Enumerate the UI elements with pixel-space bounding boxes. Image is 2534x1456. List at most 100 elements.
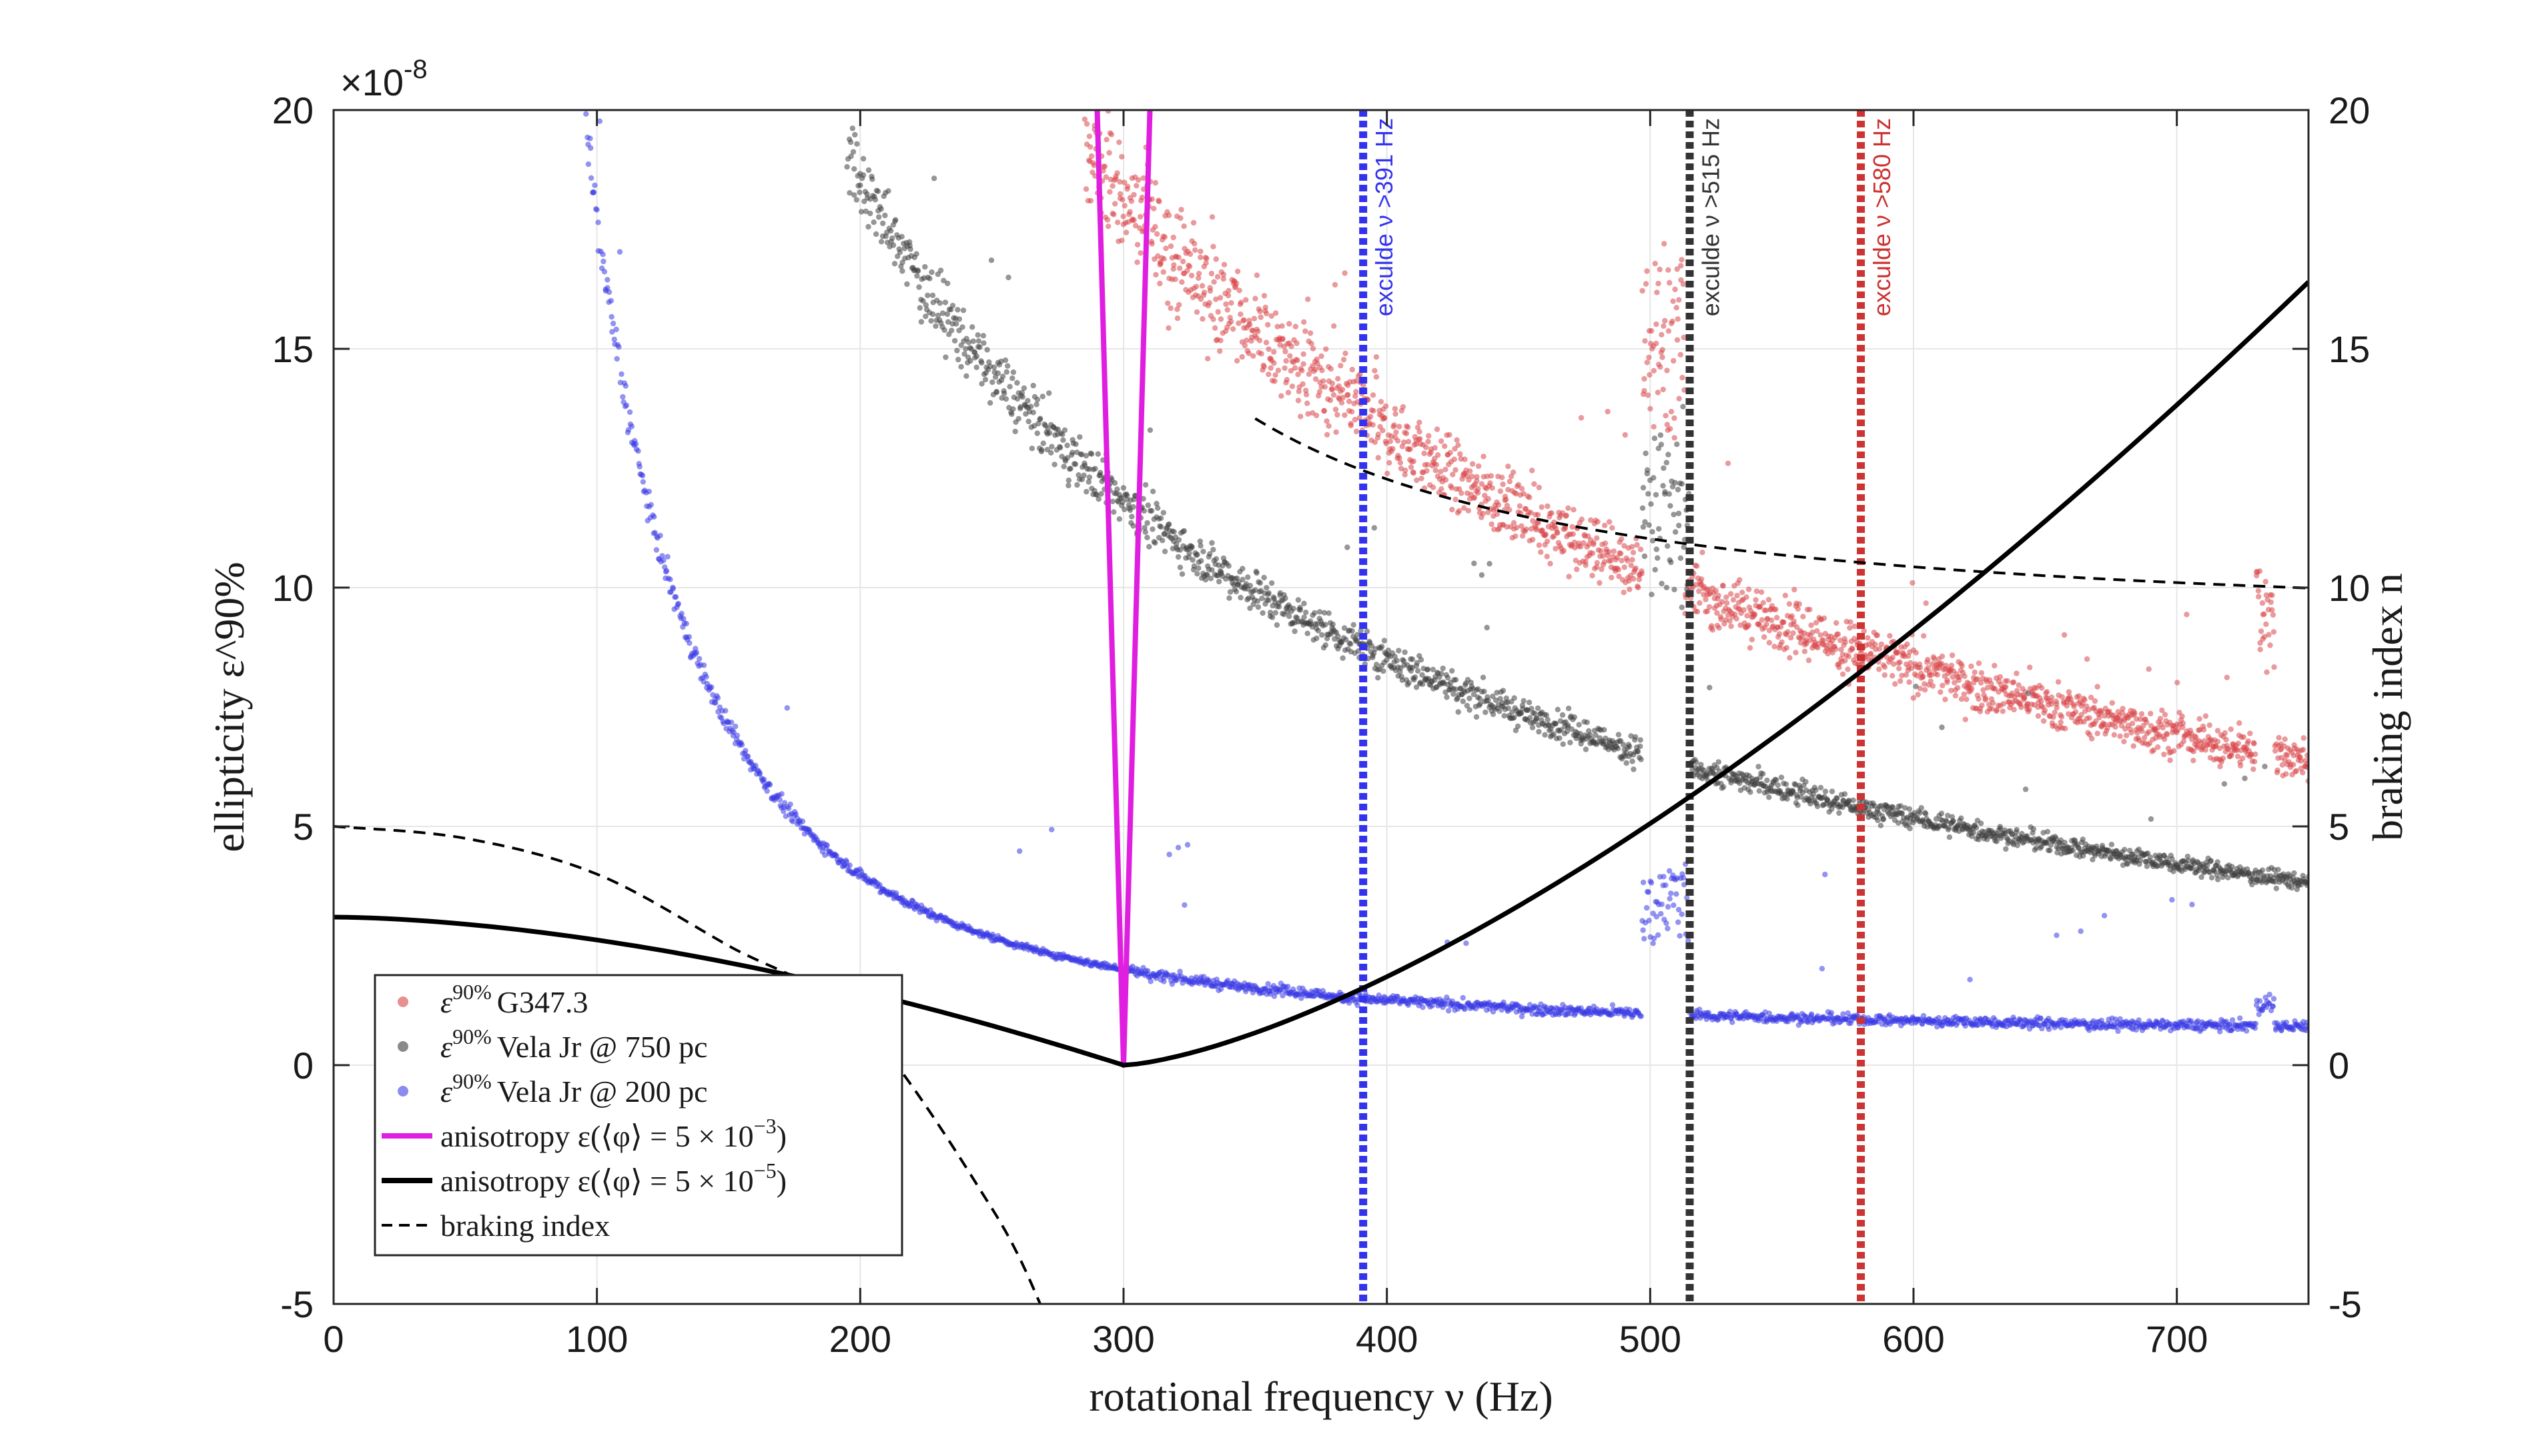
scatter-point bbox=[1227, 589, 1234, 595]
scatter-point bbox=[1120, 499, 1126, 506]
scatter-point bbox=[1978, 680, 1984, 686]
scatter-point bbox=[1907, 826, 1913, 832]
scatter-point bbox=[897, 249, 903, 255]
scatter-point bbox=[1084, 121, 1090, 127]
scatter-point bbox=[1315, 628, 1322, 634]
scatter-point bbox=[1631, 576, 1637, 582]
scatter-point bbox=[1786, 601, 1793, 607]
scatter-point bbox=[1638, 756, 1644, 762]
scatter-point bbox=[1649, 327, 1655, 334]
scatter-point bbox=[1239, 353, 1245, 360]
scatter-point bbox=[1676, 396, 1682, 402]
scatter-point bbox=[2050, 714, 2056, 720]
scatter-point bbox=[1416, 420, 1422, 426]
scatter-point bbox=[1962, 673, 1968, 680]
scatter-point bbox=[2062, 726, 2068, 732]
scatter-point bbox=[673, 594, 679, 600]
scatter-point bbox=[1788, 634, 1794, 641]
scatter-point bbox=[1940, 682, 1946, 688]
scatter-point bbox=[1471, 494, 1478, 501]
scatter-point bbox=[880, 220, 886, 227]
scatter-point bbox=[1049, 826, 1055, 833]
scatter-point bbox=[1298, 414, 1304, 420]
scatter-point bbox=[1418, 657, 1424, 663]
scatter-point bbox=[1170, 234, 1176, 241]
scatter-point bbox=[1611, 548, 1617, 554]
scatter-point bbox=[1003, 369, 1010, 375]
scatter-point bbox=[1220, 271, 1227, 277]
scatter-point bbox=[1136, 177, 1142, 183]
scatter-point bbox=[1378, 644, 1385, 650]
scatter-point bbox=[1352, 393, 1358, 399]
scatter-point bbox=[1198, 254, 1204, 261]
scatter-point bbox=[1186, 263, 1193, 269]
scatter-point bbox=[2053, 836, 2059, 842]
scatter-point bbox=[1134, 183, 1140, 189]
scatter-point bbox=[1657, 266, 1663, 273]
scatter-point bbox=[590, 189, 597, 195]
scatter-point bbox=[1158, 260, 1164, 267]
scatter-point bbox=[1128, 198, 1135, 204]
scatter-point bbox=[594, 207, 600, 213]
scatter-point bbox=[865, 223, 871, 230]
scatter-point bbox=[697, 656, 703, 662]
scatter-point bbox=[1545, 716, 1551, 723]
scatter-point bbox=[1544, 554, 1550, 560]
scatter-point bbox=[2027, 664, 2033, 670]
scatter-point bbox=[1845, 654, 1851, 660]
scatter-point bbox=[1271, 349, 1277, 355]
scatter-point bbox=[1764, 777, 1770, 784]
scatter-point bbox=[2019, 830, 2025, 837]
scatter-point bbox=[1176, 254, 1182, 261]
scatter-point bbox=[1049, 444, 1055, 450]
scatter-point bbox=[1961, 691, 1967, 698]
scatter-point bbox=[867, 210, 873, 217]
scatter-point bbox=[1529, 536, 1536, 543]
scatter-point bbox=[1318, 353, 1324, 359]
scatter-point bbox=[1120, 213, 1126, 219]
scatter-point bbox=[1673, 305, 1679, 311]
scatter-point bbox=[965, 339, 972, 345]
scatter-point bbox=[1074, 482, 1080, 488]
scatter-point bbox=[1257, 580, 1264, 586]
scatter-point bbox=[1874, 632, 1880, 638]
scatter-point bbox=[1166, 212, 1172, 219]
scatter-point bbox=[1403, 430, 1410, 437]
scatter-point bbox=[1918, 805, 1924, 811]
scatter-point bbox=[1262, 304, 1268, 311]
scatter-point bbox=[2202, 747, 2208, 753]
scatter-point bbox=[1268, 580, 1275, 586]
scatter-point bbox=[1660, 483, 1666, 489]
scatter-point bbox=[1076, 472, 1082, 478]
scatter-point bbox=[1210, 316, 1216, 322]
scatter-point bbox=[1488, 473, 1495, 479]
scatter-point bbox=[847, 190, 853, 196]
scatter-point bbox=[1142, 529, 1149, 535]
scatter-point bbox=[1693, 759, 1699, 765]
scatter-point bbox=[1226, 595, 1232, 601]
scatter-point bbox=[928, 317, 934, 324]
scatter-point bbox=[1910, 695, 1916, 701]
scatter-point bbox=[1644, 268, 1650, 274]
scatter-point bbox=[648, 502, 654, 508]
scatter-point bbox=[1242, 342, 1248, 349]
scatter-point bbox=[1160, 538, 1166, 544]
scatter-point bbox=[2290, 762, 2296, 768]
scatter-point bbox=[614, 355, 620, 362]
scatter-point bbox=[1480, 510, 1486, 517]
scatter-point bbox=[1938, 810, 1945, 816]
scatter-point bbox=[1250, 601, 1256, 608]
scatter-point bbox=[1641, 553, 1648, 560]
scatter-point bbox=[1225, 292, 1232, 299]
scatter-point bbox=[979, 381, 985, 387]
scatter-point bbox=[1292, 323, 1299, 329]
scatter-point bbox=[1878, 641, 1885, 648]
scatter-point bbox=[1260, 610, 1266, 616]
scatter-point bbox=[1066, 478, 1072, 484]
scatter-point bbox=[1480, 674, 1487, 680]
scatter-point bbox=[733, 723, 739, 730]
scatter-point bbox=[1569, 524, 1575, 530]
scatter-point bbox=[1213, 256, 1219, 262]
scatter-point bbox=[1152, 540, 1158, 546]
scatter-point bbox=[640, 479, 647, 485]
